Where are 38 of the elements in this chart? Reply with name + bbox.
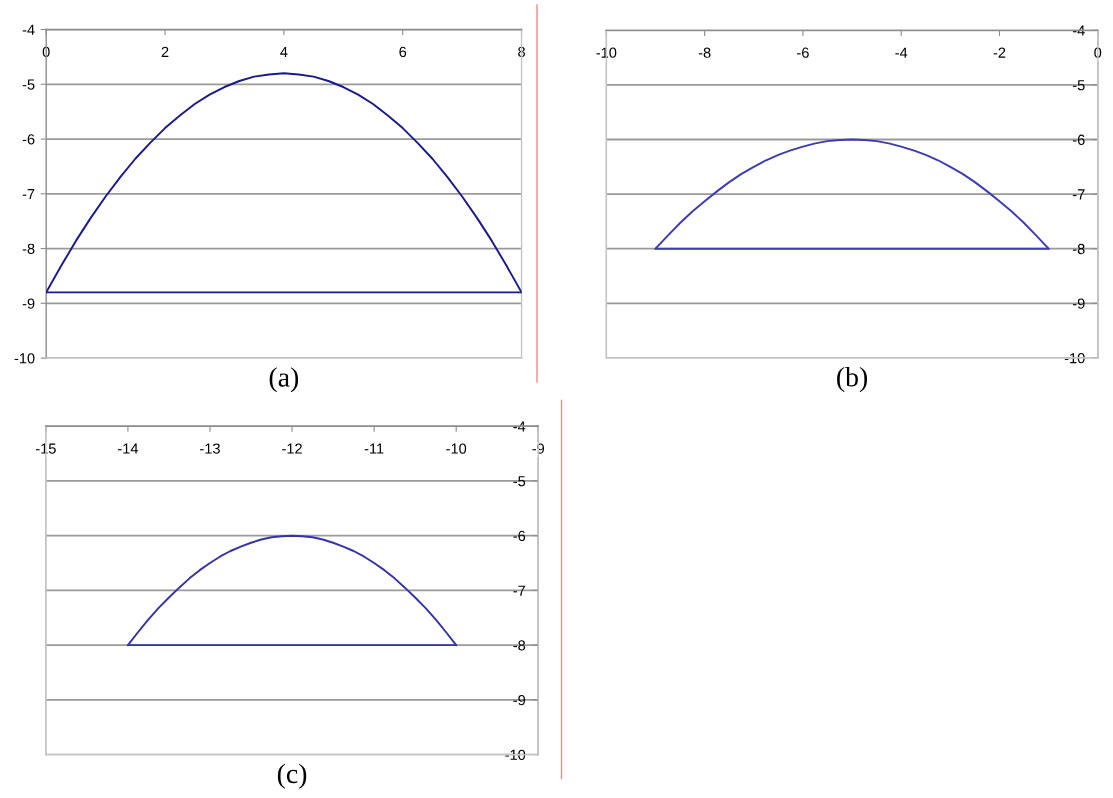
x-tick-label: -15: [35, 443, 56, 454]
y2-tick-label: -10: [1064, 353, 1085, 364]
y-tick-label: -4: [22, 24, 35, 35]
text: (a): [269, 367, 299, 393]
y2-tick-label: -6: [513, 530, 526, 542]
x-tick-label: -12: [282, 443, 302, 454]
text: (b): [837, 366, 868, 393]
x-tick-label: 6: [399, 46, 407, 58]
x-tick-label: -14: [118, 443, 139, 454]
y2-tick-label: -8: [513, 640, 526, 651]
x-tick-label: -9: [532, 443, 545, 454]
y2-tick-label: -5: [1072, 80, 1085, 91]
x-tick-label: -8: [698, 47, 711, 58]
y-tick-label: -5: [22, 79, 35, 90]
x-tick-label: 0: [42, 46, 50, 58]
y2-tick-label: -5: [513, 476, 526, 487]
x-tick-label: -11: [364, 443, 384, 454]
y2-tick-label: -9: [513, 694, 526, 706]
y-tick-label: -7: [22, 189, 35, 200]
y-tick-label: -9: [22, 298, 35, 309]
y2-tick-label: -9: [1072, 298, 1085, 309]
y-tick-label: -8: [22, 243, 35, 254]
y2-tick-label: -7: [513, 585, 526, 596]
x-tick-label: 2: [161, 46, 169, 57]
x-tick-label: -13: [200, 443, 220, 454]
y-tick-label: -10: [14, 353, 35, 364]
y-tick-label: -6: [22, 134, 35, 145]
x-tick-label: -6: [797, 47, 809, 58]
x-tick-label: -10: [446, 443, 467, 454]
x-tick-label: -10: [596, 47, 617, 58]
x-tick-label: 0: [1094, 47, 1102, 58]
x-tick-label: 4: [280, 46, 288, 57]
text: (c): [277, 763, 307, 789]
y2-tick-label: -7: [1072, 189, 1085, 200]
y2-tick-label: -8: [1072, 243, 1085, 255]
x-tick-label: -4: [895, 47, 908, 58]
y2-tick-label: -6: [1072, 134, 1085, 145]
x-tick-label: -2: [993, 47, 1006, 58]
